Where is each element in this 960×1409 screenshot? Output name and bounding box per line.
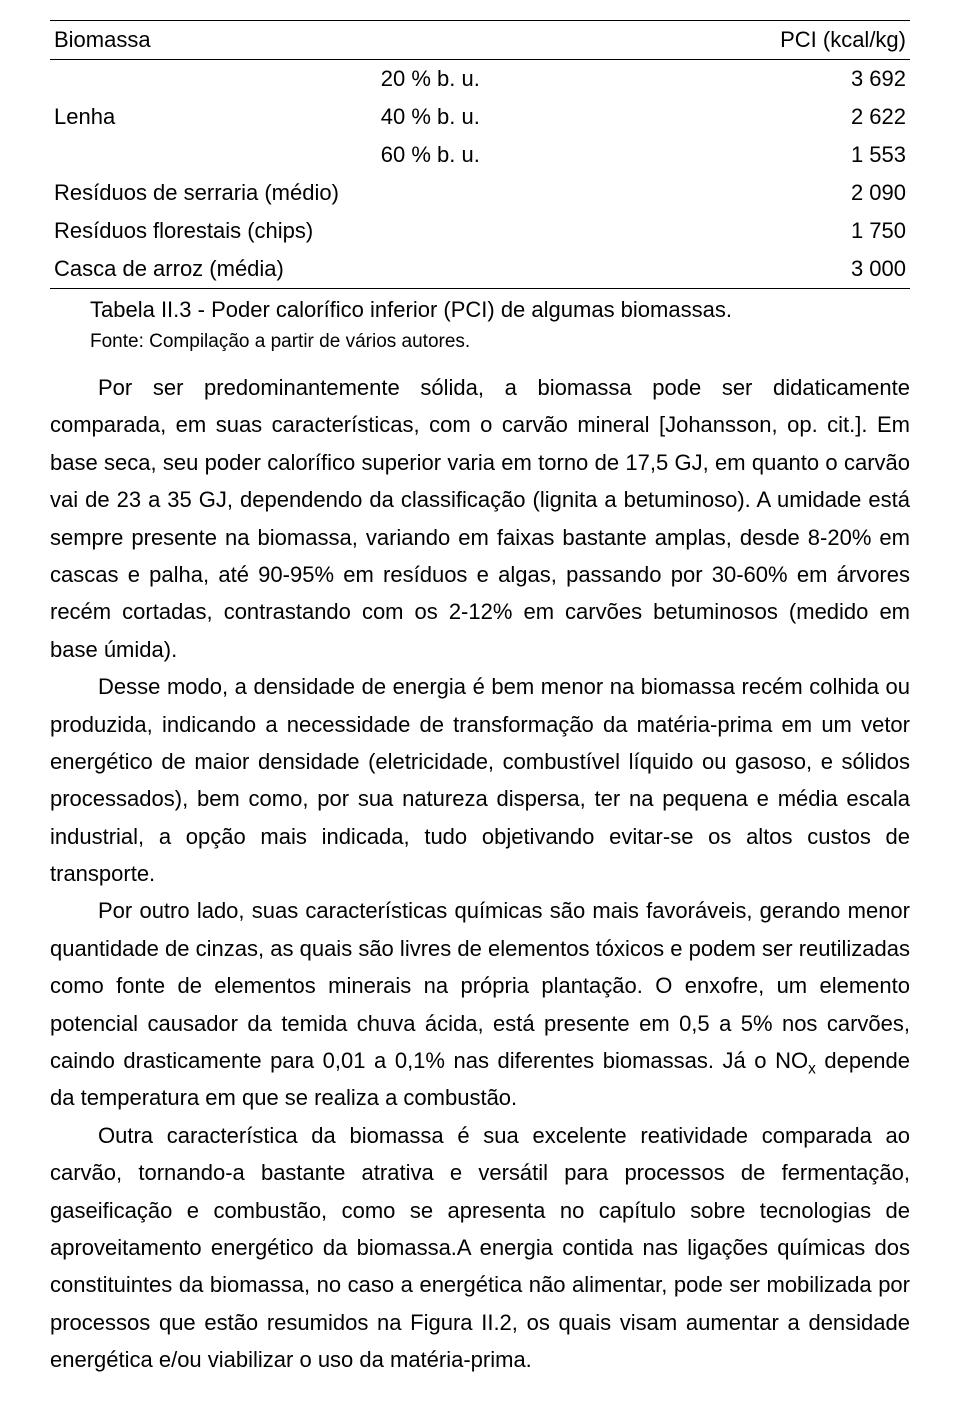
pci-table: Biomassa PCI (kcal/kg) 20 % b. u. 3 692 …: [50, 20, 910, 289]
cell: 3 000: [652, 250, 910, 289]
p3-part-a: Por outro lado, suas características quí…: [50, 898, 910, 1073]
cell: 40 % b. u.: [377, 98, 652, 136]
paragraph-3: Por outro lado, suas características quí…: [50, 892, 910, 1116]
table-source: Fonte: Compilação a partir de vários aut…: [90, 331, 910, 353]
header-biomassa: Biomassa: [50, 21, 652, 60]
paragraph-4: Outra característica da biomassa é sua e…: [50, 1117, 910, 1379]
cell: [50, 136, 377, 174]
cell: 60 % b. u.: [377, 136, 652, 174]
cell: 2 622: [652, 98, 910, 136]
cell: [50, 60, 377, 99]
table-caption: Tabela II.3 - Poder calorífico inferior …: [90, 297, 910, 323]
table-row: Casca de arroz (média) 3 000: [50, 250, 910, 289]
cell: 20 % b. u.: [377, 60, 652, 99]
table-row: Resíduos florestais (chips) 1 750: [50, 212, 910, 250]
paragraph-1: Por ser predominantemente sólida, a biom…: [50, 369, 910, 668]
cell: Lenha: [50, 98, 377, 136]
cell: Resíduos florestais (chips): [50, 212, 652, 250]
nox-subscript: x: [808, 1060, 816, 1077]
paragraph-2: Desse modo, a densidade de energia é bem…: [50, 668, 910, 892]
table-row: 20 % b. u. 3 692: [50, 60, 910, 99]
table-row: Lenha 40 % b. u. 2 622: [50, 98, 910, 136]
cell: Resíduos de serraria (médio): [50, 174, 652, 212]
page: Biomassa PCI (kcal/kg) 20 % b. u. 3 692 …: [0, 0, 960, 1409]
cell: 1 553: [652, 136, 910, 174]
cell: 1 750: [652, 212, 910, 250]
table-row: 60 % b. u. 1 553: [50, 136, 910, 174]
header-pci: PCI (kcal/kg): [652, 21, 910, 60]
cell: Casca de arroz (média): [50, 250, 652, 289]
cell: 3 692: [652, 60, 910, 99]
table-header-row: Biomassa PCI (kcal/kg): [50, 21, 910, 60]
table-row: Resíduos de serraria (médio) 2 090: [50, 174, 910, 212]
cell: 2 090: [652, 174, 910, 212]
